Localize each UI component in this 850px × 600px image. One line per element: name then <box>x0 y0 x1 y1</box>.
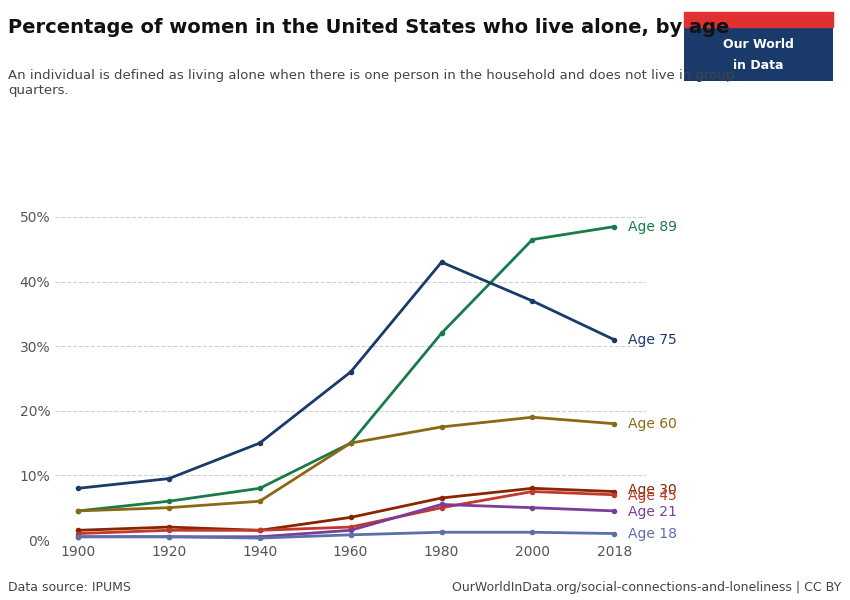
Text: Age 89: Age 89 <box>628 220 677 233</box>
Text: Data source: IPUMS: Data source: IPUMS <box>8 581 132 594</box>
Text: Age 75: Age 75 <box>628 332 677 347</box>
Text: Our World: Our World <box>723 38 794 51</box>
Text: Percentage of women in the United States who live alone, by age: Percentage of women in the United States… <box>8 18 730 37</box>
Text: Age 18: Age 18 <box>628 527 677 541</box>
Text: OurWorldInData.org/social-connections-and-loneliness | CC BY: OurWorldInData.org/social-connections-an… <box>452 581 842 594</box>
Text: in Data: in Data <box>734 59 784 73</box>
Text: An individual is defined as living alone when there is one person in the househo: An individual is defined as living alone… <box>8 69 735 97</box>
Text: Age 45: Age 45 <box>628 489 677 503</box>
Text: Age 30: Age 30 <box>628 482 677 497</box>
Text: Age 21: Age 21 <box>628 505 677 519</box>
Bar <box>684 12 833 27</box>
Text: Age 60: Age 60 <box>628 416 677 431</box>
